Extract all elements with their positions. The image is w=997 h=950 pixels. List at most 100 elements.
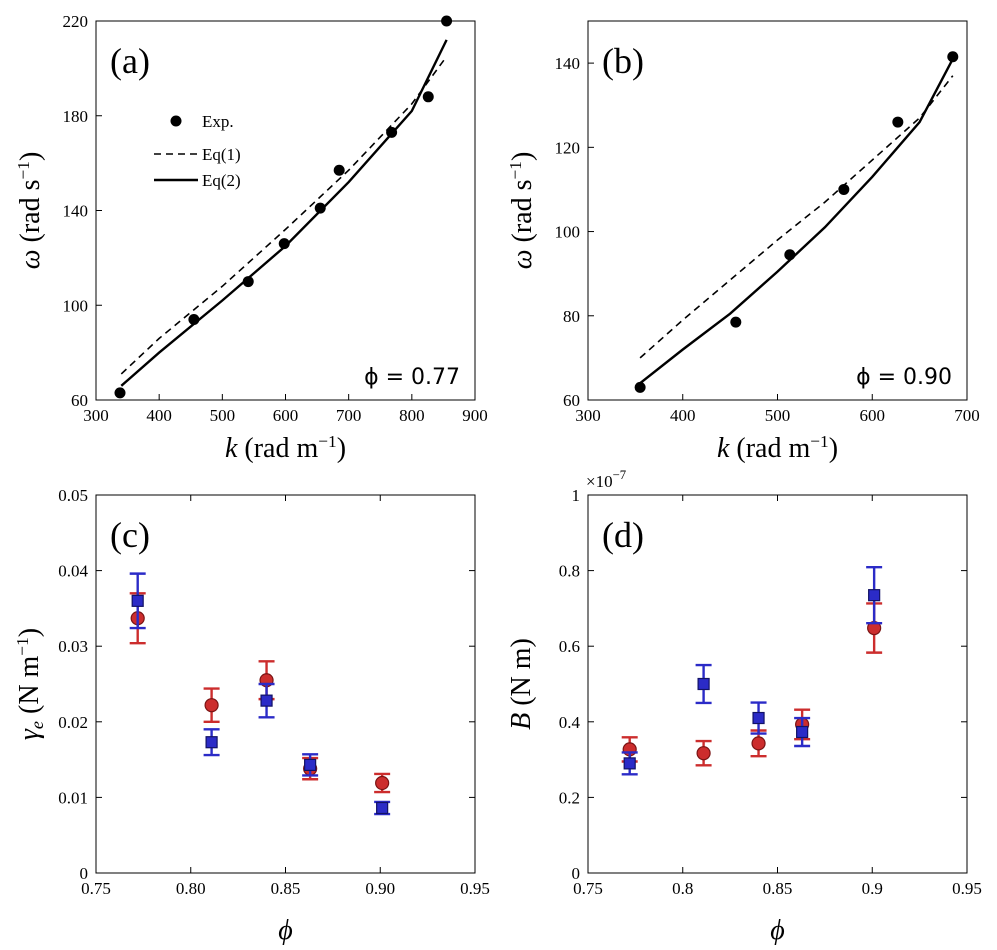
legend-eq1-label: Eq(1) [202, 145, 241, 164]
y-tick-label: 0.4 [559, 713, 581, 732]
red-circle-point [751, 736, 766, 751]
x-tick-label: 500 [210, 406, 236, 425]
legend-exp-marker [170, 115, 182, 127]
x-tick-label: 0.95 [460, 879, 490, 898]
y-tick-label: 100 [555, 223, 581, 242]
y-tick-label: 120 [555, 138, 581, 157]
blue-square-point [205, 736, 218, 749]
eq1-fit-line [639, 75, 954, 359]
x-tick-label: 700 [954, 406, 980, 425]
x-tick-label: 800 [399, 406, 425, 425]
exp-point [892, 116, 904, 128]
panel-label: (a) [110, 41, 150, 81]
x-tick-label: 0.75 [573, 879, 603, 898]
legend-exp-label: Exp. [202, 112, 234, 131]
panel-d: 0.75 0.8 0.85 0.9 0.95 0 0.2 0.4 0.6 0.8 1 (d) ϕ B (N… [506, 468, 982, 946]
x-tick-label: 0.75 [81, 879, 111, 898]
exp-point [947, 51, 959, 63]
y-tick-label: 0.05 [58, 486, 88, 505]
x-axis-label: k (rad m−1) [225, 432, 346, 464]
x-tick-label: 0.95 [952, 879, 982, 898]
blue-square-point [796, 725, 809, 739]
y-tick-label: 60 [71, 391, 88, 410]
panel-label: (b) [602, 41, 644, 81]
y-axis-label: ω (rad s−1) [506, 152, 538, 270]
x-tick-label: 0.9 [862, 879, 883, 898]
exp-point [314, 202, 326, 214]
series-exp [114, 15, 453, 399]
plot-frame [95, 494, 476, 874]
x-tick-label: 400 [146, 406, 172, 425]
y-tick-label: 0.2 [559, 788, 580, 807]
phi-annotation: ϕ = 0.77 [364, 365, 460, 390]
red-circle-point [375, 775, 390, 791]
blue-square-point [260, 694, 273, 707]
plot-frame [587, 494, 968, 874]
blue-square-point [697, 677, 710, 691]
panel-label: (c) [110, 515, 150, 555]
y-axis-label: ω (rad s−1) [14, 152, 46, 270]
x-axis-label: ϕ [278, 915, 293, 946]
x-tick-label: 0.80 [176, 879, 206, 898]
exp-point [242, 276, 254, 288]
y-tick-label: 100 [63, 296, 89, 315]
y-axis-label: γe (N m−1) [13, 628, 47, 740]
series-exp [634, 51, 959, 393]
series-1 [129, 572, 391, 816]
exp-point [730, 316, 742, 328]
y-tick-label: 60 [563, 391, 580, 410]
x-tick-label: 0.85 [763, 879, 793, 898]
y-tick-label: 140 [63, 202, 89, 221]
x-tick-label: 600 [273, 406, 299, 425]
blue-square-point [304, 758, 317, 771]
x-tick-label: 0.90 [365, 879, 395, 898]
blue-square-point [623, 757, 636, 770]
y-tick-label: 0 [80, 864, 89, 883]
y-tick-label: 0.01 [58, 788, 88, 807]
y-tick-label: 0.6 [559, 637, 580, 656]
legend: Exp. Eq(1) Eq(2) [154, 112, 241, 190]
series-0 [621, 602, 883, 767]
red-circle-point [696, 746, 711, 761]
series-eq2 [639, 58, 954, 385]
y-tick-label: 0.04 [58, 562, 88, 581]
exp-point [422, 91, 434, 103]
exp-point [634, 381, 646, 393]
plot-frame [95, 20, 476, 401]
x-tick-label: 300 [575, 406, 601, 425]
x-tick-label: 300 [83, 406, 109, 425]
eq2-fit-line [639, 58, 954, 385]
eq1-fit-line [120, 56, 448, 375]
series-0 [129, 592, 391, 794]
blue-square-point [752, 711, 765, 725]
x-axis-label: k (rad m−1) [717, 432, 838, 464]
y-tick-label: 80 [563, 307, 580, 326]
plot-frame [587, 20, 968, 401]
red-circle-point [204, 698, 219, 713]
exp-point [333, 164, 345, 176]
series-eq2 [120, 39, 448, 387]
exp-point [114, 387, 126, 399]
blue-square-point [868, 589, 881, 602]
y-tick-label: 0.03 [58, 637, 88, 656]
panel-c: 0.75 0.80 0.85 0.90 0.95 0 0.01 0.02 0.03 0.04 0.0… [13, 486, 490, 946]
exp-point [441, 15, 453, 27]
x-tick-label: 900 [462, 406, 488, 425]
x-tick-label: 600 [860, 406, 886, 425]
x-tick-label: 400 [670, 406, 696, 425]
y-tick-label: 0.02 [58, 713, 88, 732]
x-tick-label: 0.85 [271, 879, 301, 898]
panel-label: (d) [602, 515, 644, 555]
y-tick-label: 140 [555, 54, 581, 73]
panel-b: 300 400 500 600 700 60 80 100 120 140 (b) k (rad m−… [506, 20, 980, 464]
y-tick-label: 180 [63, 107, 89, 126]
x-tick-label: 700 [336, 406, 362, 425]
y-axis-label: B (N m) [506, 638, 537, 730]
y-tick-label: 0 [572, 864, 581, 883]
x-tick-label: 500 [765, 406, 791, 425]
legend-eq2-label: Eq(2) [202, 171, 241, 190]
panel-a: 300 400 500 600 700 800 900 60 100 140 180 220 (a) k … [14, 12, 488, 464]
x-axis-label: ϕ [770, 915, 785, 946]
series-eq1 [639, 75, 954, 359]
